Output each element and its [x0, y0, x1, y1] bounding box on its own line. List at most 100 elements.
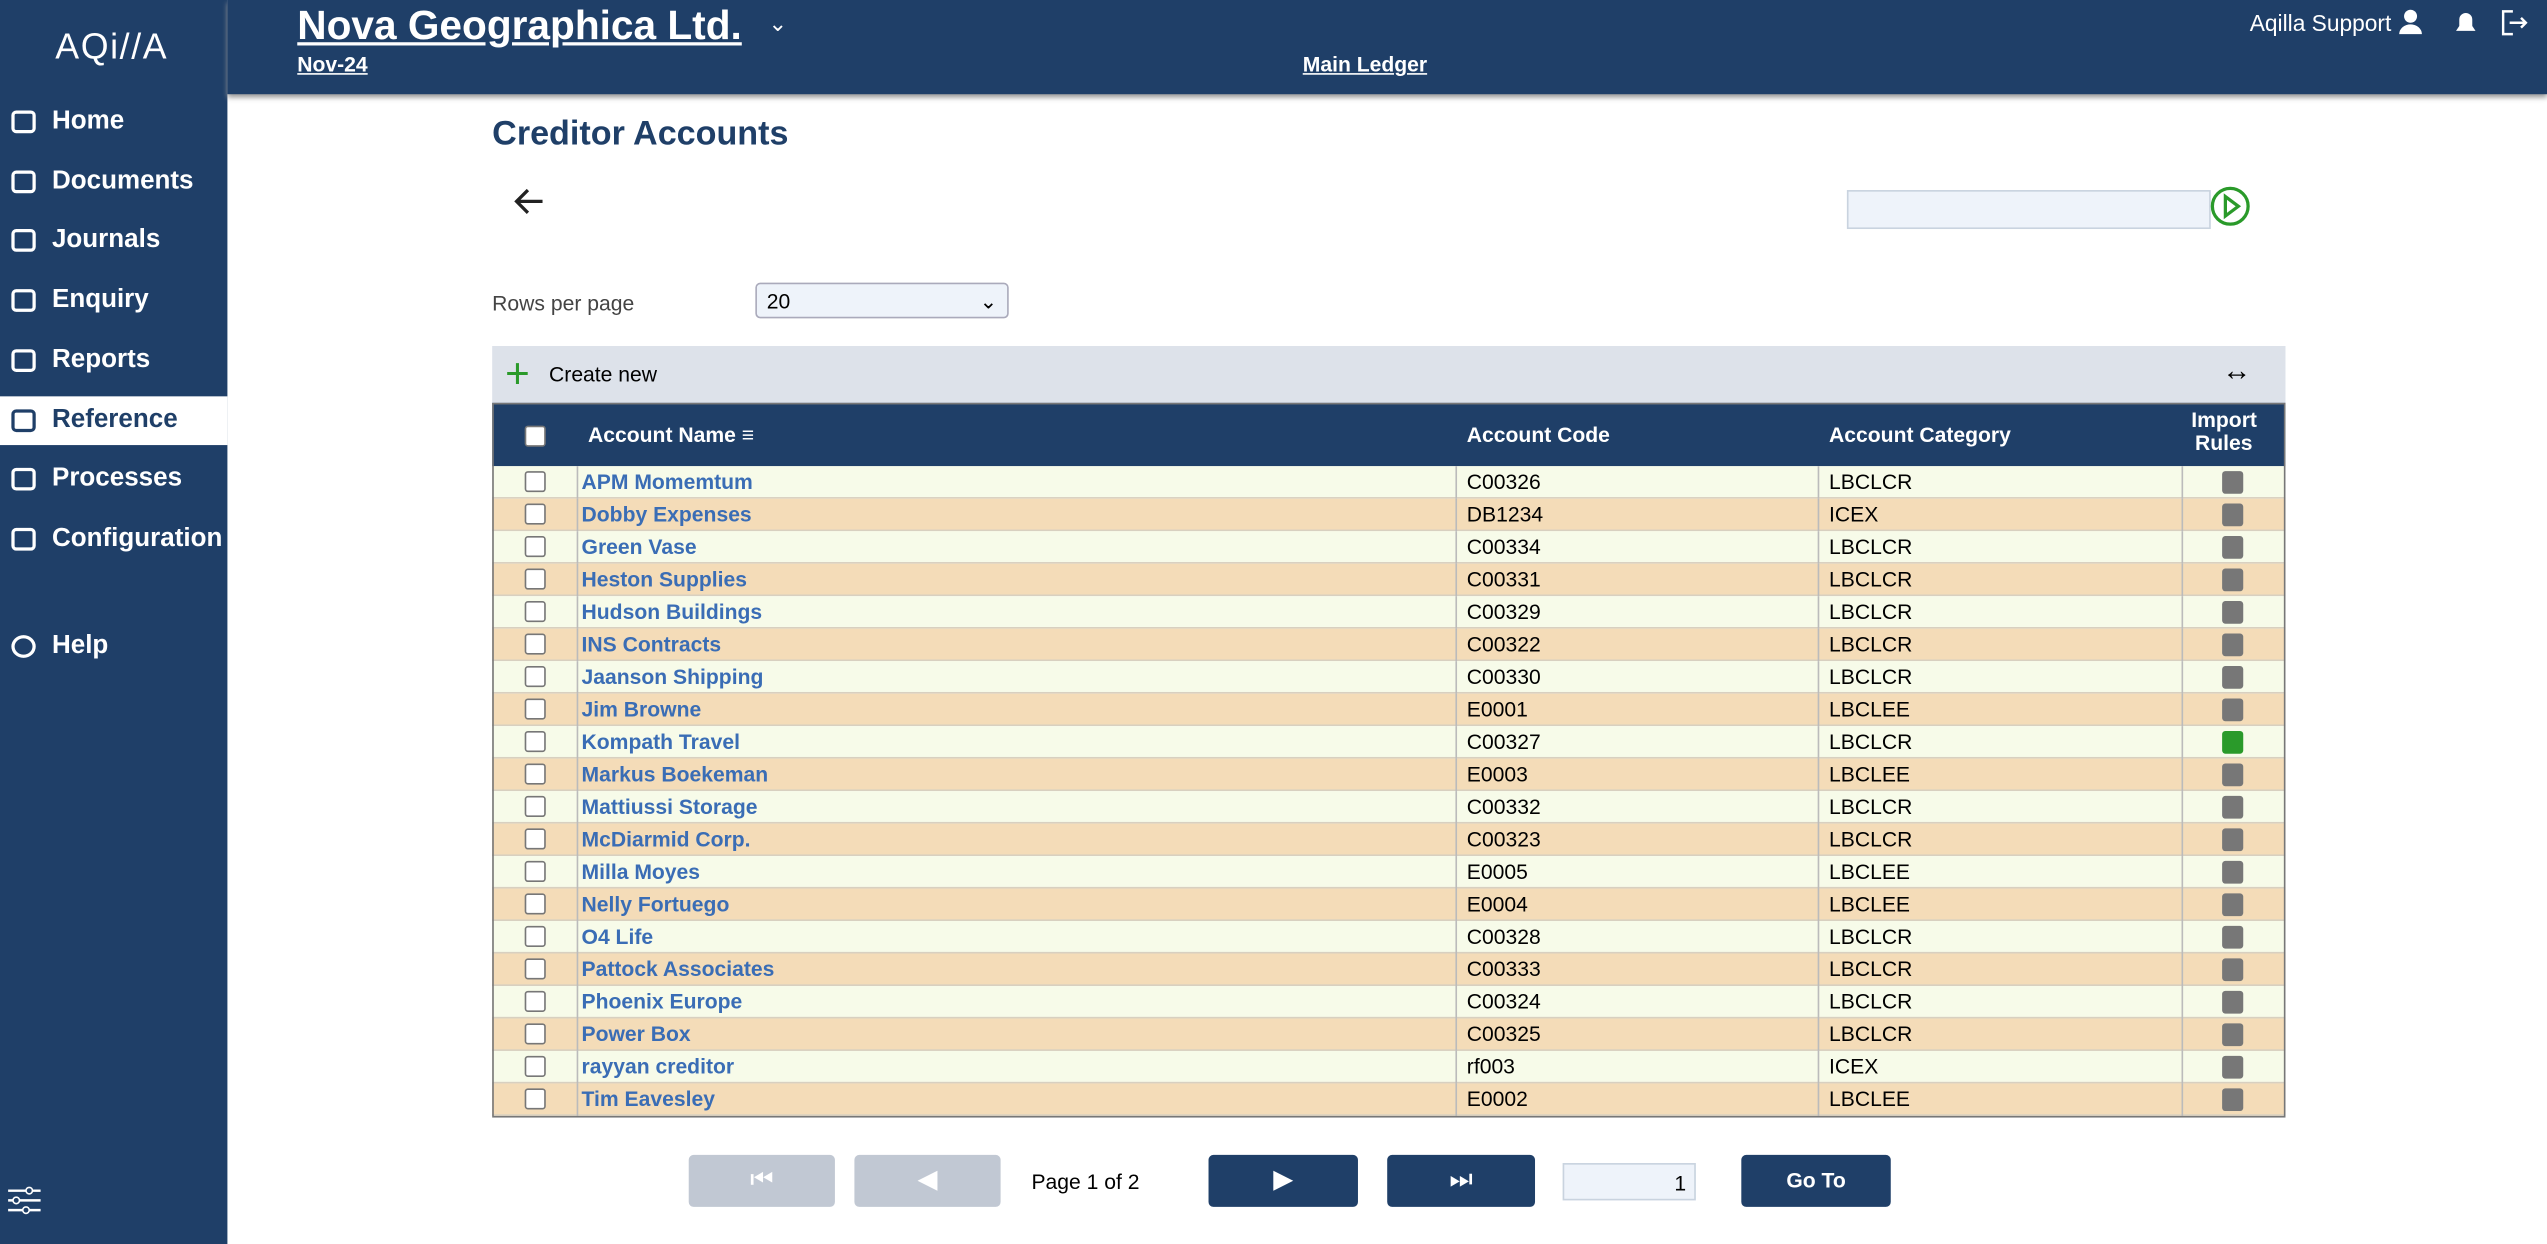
plus-icon[interactable]: +	[505, 349, 530, 398]
nav-item[interactable]: Reports	[0, 336, 227, 385]
nav-item[interactable]: Processes	[0, 455, 227, 504]
help-link[interactable]: Help	[0, 622, 227, 671]
column-header[interactable]: Account Name ≡	[588, 422, 755, 447]
import-rules-icon[interactable]	[2222, 1055, 2244, 1079]
import-rules-icon[interactable]	[2222, 536, 2244, 559]
account-name[interactable]: Pattock Associates	[581, 956, 775, 982]
nav-item[interactable]: Reference	[0, 395, 228, 445]
row-checkbox[interactable]	[524, 860, 546, 883]
ledger[interactable]: Main Ledger	[1302, 51, 1428, 77]
prev-page[interactable]: ◀	[854, 1154, 1001, 1207]
nav-item[interactable]: Home	[0, 97, 227, 146]
import-rules-icon[interactable]	[2222, 665, 2244, 689]
row-checkbox[interactable]	[524, 1055, 546, 1077]
settings-icon[interactable]	[6, 1184, 42, 1216]
user[interactable]: Aqilla Support	[2249, 9, 2392, 36]
row-checkbox[interactable]	[524, 795, 546, 818]
account-name[interactable]: Jim Browne	[581, 696, 702, 722]
row-checkbox[interactable]	[524, 763, 546, 785]
goto-button[interactable]: Go To	[1741, 1154, 1891, 1207]
row-checkbox[interactable]	[524, 633, 546, 655]
row-checkbox[interactable]	[524, 665, 546, 688]
rows-select[interactable]: 20 ⌄	[755, 282, 1009, 319]
import-rules-icon[interactable]	[2222, 471, 2244, 494]
expand-icon[interactable]: ↔	[2222, 354, 2252, 387]
account-name[interactable]: O4 Life	[581, 924, 654, 949]
header-icons[interactable]	[2396, 8, 2542, 37]
select-all[interactable]	[524, 425, 546, 447]
account-name[interactable]: Kompath Travel	[581, 729, 740, 754]
account-name[interactable]: Hudson Buildings	[581, 599, 763, 624]
account-name[interactable]: rayyan creditor	[581, 1054, 735, 1079]
row-checkbox[interactable]	[524, 1023, 546, 1045]
cell-divider	[576, 628, 579, 662]
row-checkbox[interactable]	[524, 471, 546, 493]
account-category: LBCLEE	[1829, 761, 1911, 787]
page-input[interactable]: 1	[1562, 1163, 1696, 1201]
import-rules-icon[interactable]	[2222, 893, 2244, 917]
nav-item[interactable]: Configuration	[0, 515, 227, 564]
account-name[interactable]: McDiarmid Corp.	[581, 826, 751, 852]
import-rules-icon[interactable]	[2222, 795, 2244, 819]
account-code: rf003	[1466, 1054, 1515, 1079]
account-name[interactable]: Mattiussi Storage	[581, 794, 758, 819]
column-header[interactable]: Account Code	[1466, 422, 1610, 447]
caret[interactable]: ⌄	[768, 9, 788, 36]
account-category: LBCLCR	[1829, 664, 1913, 689]
account-name[interactable]: INS Contracts	[581, 631, 722, 657]
account-name[interactable]: Tim Eavesley	[581, 1086, 715, 1112]
account-name[interactable]: Dobby Expenses	[581, 501, 752, 527]
row-checkbox[interactable]	[524, 536, 546, 558]
import-rules-icon[interactable]	[2222, 503, 2244, 527]
row-checkbox[interactable]	[524, 958, 546, 980]
create-new[interactable]: Create new	[549, 362, 658, 387]
import-rules-icon[interactable]	[2222, 828, 2244, 852]
account-name[interactable]: Markus Boekeman	[581, 761, 769, 787]
search-button[interactable]	[2209, 185, 2251, 227]
row-checkbox[interactable]	[524, 828, 546, 850]
nav-item[interactable]: Documents	[0, 157, 227, 206]
row-checkbox[interactable]	[524, 503, 546, 525]
row-checkbox[interactable]	[524, 601, 546, 623]
row-checkbox[interactable]	[524, 925, 546, 948]
last-page[interactable]: ⏭	[1387, 1154, 1536, 1207]
account-name[interactable]: Nelly Fortuego	[581, 891, 730, 917]
account-name[interactable]: Power Box	[581, 1021, 691, 1047]
import-rules-icon[interactable]	[2222, 730, 2244, 754]
nav-item[interactable]: Enquiry	[0, 276, 227, 325]
row-checkbox[interactable]	[524, 990, 546, 1012]
page-title: Creditor Accounts	[492, 115, 789, 153]
first-page[interactable]: ⏮	[688, 1154, 835, 1207]
company[interactable]: Nova Geographica Ltd.	[297, 3, 742, 49]
import-rules-icon[interactable]	[2222, 860, 2244, 884]
row-checkbox[interactable]	[524, 893, 546, 915]
row-checkbox[interactable]	[524, 698, 546, 720]
nav-item[interactable]: Journals	[0, 217, 227, 266]
cell-divider	[576, 726, 579, 759]
row-checkbox[interactable]	[524, 730, 546, 753]
account-name[interactable]: Phoenix Europe	[581, 989, 743, 1014]
import-rules-icon[interactable]	[2222, 1023, 2244, 1047]
account-name[interactable]: Heston Supplies	[581, 566, 747, 592]
account-name[interactable]: Milla Moyes	[581, 859, 701, 884]
import-rules-icon[interactable]	[2222, 568, 2244, 592]
column-header[interactable]: Account Category	[1829, 422, 2011, 447]
account-name[interactable]: APM Momemtum	[581, 469, 753, 494]
import-rules-icon[interactable]	[2222, 1088, 2244, 1112]
back-button[interactable]	[512, 185, 548, 217]
import-rules-icon[interactable]	[2222, 601, 2244, 624]
row-checkbox[interactable]	[524, 568, 546, 590]
import-rules-icon[interactable]	[2222, 990, 2244, 1014]
import-rules-icon[interactable]	[2222, 925, 2244, 949]
period[interactable]: Nov-24	[297, 51, 368, 77]
column-header[interactable]: Import Rules	[2191, 407, 2257, 455]
account-name[interactable]: Green Vase	[581, 534, 697, 559]
import-rules-icon[interactable]	[2222, 763, 2244, 787]
account-name[interactable]: Jaanson Shipping	[581, 664, 764, 689]
import-rules-icon[interactable]	[2222, 958, 2244, 982]
search-input[interactable]	[1846, 190, 2211, 230]
next-page[interactable]: ▶	[1208, 1154, 1358, 1207]
row-checkbox[interactable]	[524, 1088, 546, 1110]
import-rules-icon[interactable]	[2222, 633, 2244, 657]
import-rules-icon[interactable]	[2222, 698, 2244, 722]
